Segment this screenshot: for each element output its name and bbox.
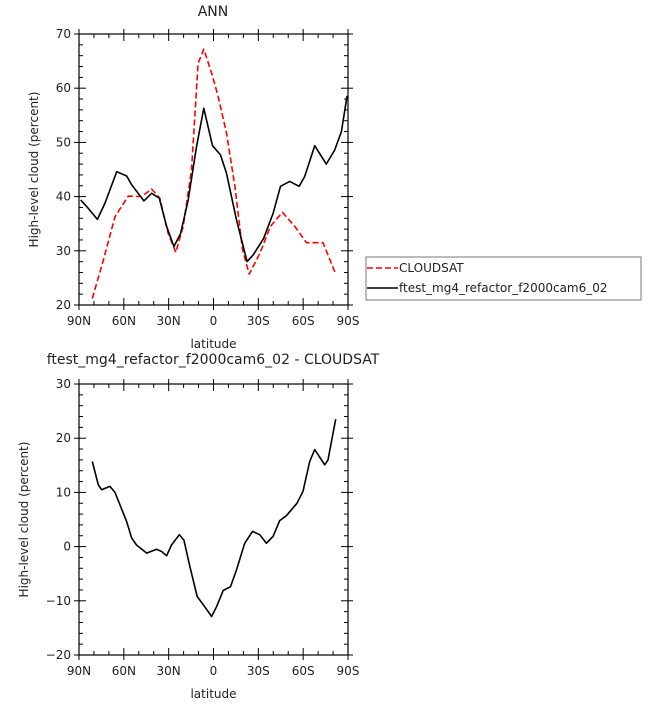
x-tick-label: 60N [112, 664, 136, 678]
x-tick-label: 30N [157, 314, 181, 328]
plot-1: 90N 60N 30N 0 30S 60S 90S 20 30 40 50 60 70 ANN latitu… [27, 4, 359, 351]
y-tick-label: 20 [56, 431, 71, 445]
y-tick-label: 30 [56, 244, 71, 258]
x-axis-label: latitude [190, 337, 236, 351]
y-tick-label: 40 [56, 190, 71, 204]
y-tick-label: 70 [56, 27, 71, 41]
x-tick-label: 0 [210, 314, 218, 328]
legend: CLOUDSAT ftest_mg4_refactor_f2000cam6_02 [365, 256, 642, 301]
x-tick-label: 90N [67, 664, 91, 678]
x-tick-label: 0 [210, 664, 218, 678]
y-tick-label: −20 [46, 648, 71, 662]
x-tick-label: 30S [247, 664, 270, 678]
x-tick-label: 90S [337, 314, 360, 328]
y-tick-label: −10 [46, 594, 71, 608]
y-tick-label: 0 [63, 540, 71, 554]
chart-title: ftest_mg4_refactor_f2000cam6_02 - CLOUDS… [47, 352, 380, 368]
legend-entry: CLOUDSAT [399, 261, 464, 275]
plot-2: 90N 60N 30N 0 30S 60S 90S −20 −10 0 10 20 30 ftest_mg… [17, 352, 380, 701]
y-tick-label: 20 [56, 298, 71, 312]
chart-title: ANN [198, 4, 229, 20]
y-axis-label: High-level cloud (percent) [17, 442, 31, 598]
x-tick-label: 60N [112, 314, 136, 328]
x-tick-label: 60S [292, 314, 315, 328]
y-tick-label: 50 [56, 135, 71, 149]
y-axis-label: High-level cloud (percent) [27, 92, 41, 248]
x-tick-label: 90S [337, 664, 360, 678]
x-tick-label: 90N [67, 314, 91, 328]
x-tick-label: 60S [292, 664, 315, 678]
x-tick-label: 30N [157, 664, 181, 678]
legend-box [365, 256, 642, 301]
y-tick-label: 30 [56, 377, 71, 391]
y-tick-label: 10 [56, 485, 71, 499]
x-axis-label: latitude [190, 687, 236, 701]
x-tick-label: 30S [247, 314, 270, 328]
legend-entry: ftest_mg4_refactor_f2000cam6_02 [399, 281, 608, 295]
y-tick-label: 60 [56, 81, 71, 95]
series-line-cloudsat [91, 48, 337, 299]
series-line-difference [91, 419, 337, 618]
series-line-ftest-mg4-refactor-f2000cam6-02 [80, 95, 348, 263]
